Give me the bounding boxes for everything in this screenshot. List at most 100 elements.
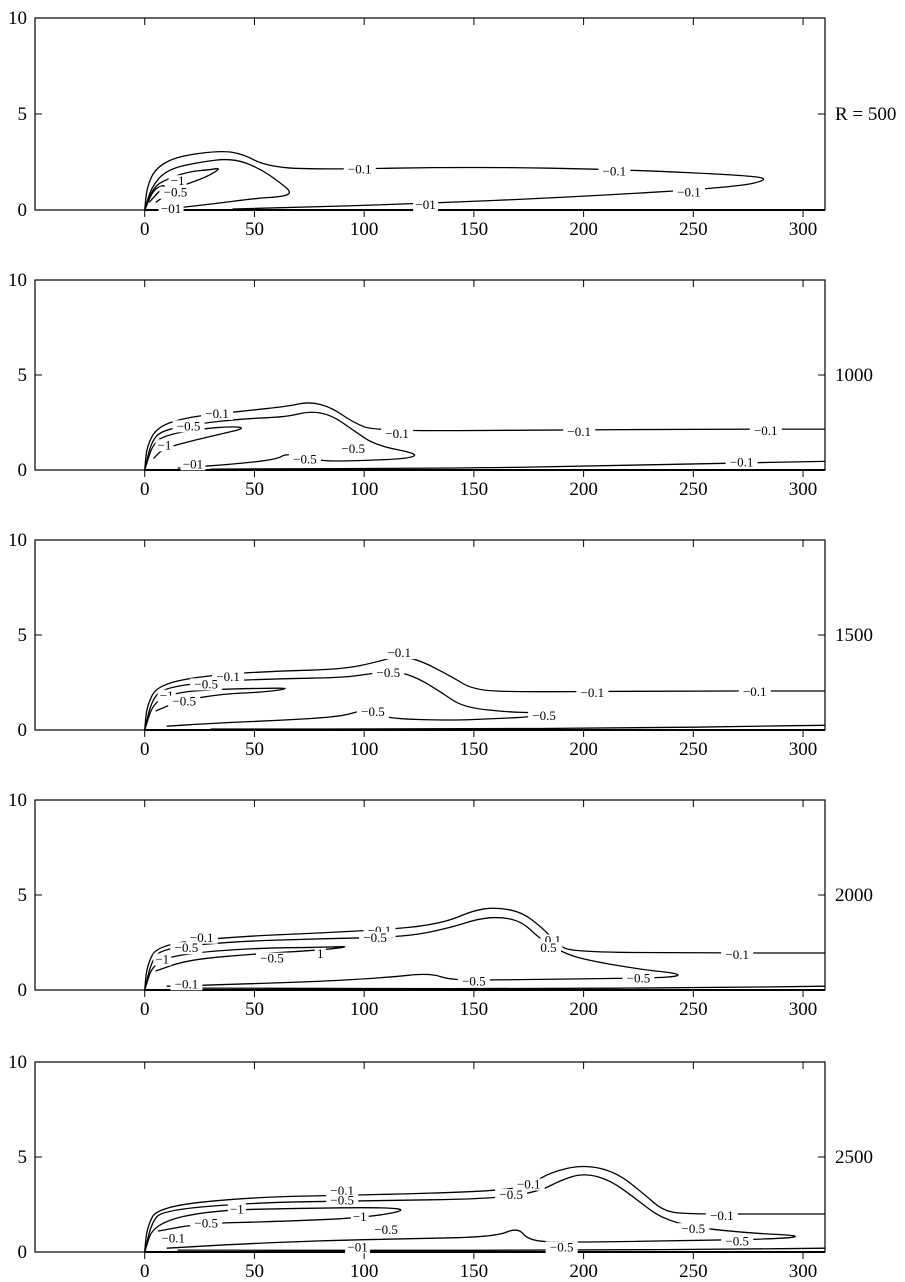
contour-level-label: −0.5 — [172, 694, 196, 709]
contour-panel: 0 50 100 150 200 250 300 0 5 10 R = 500 −0.1 −0.1 −0.… — [8, 8, 896, 240]
contour-line — [144, 402, 825, 470]
contour-level-label: −0.5 — [293, 452, 317, 467]
x-tick-label: 150 — [460, 999, 489, 1020]
contour-label-bg — [721, 948, 754, 961]
x-tick-label: 250 — [679, 219, 708, 240]
contour-line — [144, 1174, 796, 1252]
y-tick-label: 0 — [18, 720, 28, 741]
contour-label-bg — [314, 947, 326, 960]
contour-label-bg — [725, 456, 758, 469]
contour-level-label: −0.5 — [682, 1221, 706, 1236]
contour-level-label: −0.5 — [377, 665, 401, 680]
x-tick-label: 300 — [789, 999, 818, 1020]
contour-level-label: −0.5 — [462, 973, 486, 988]
reynolds-label: 1500 — [835, 625, 873, 646]
contour-panel: 0 50 100 150 200 250 300 0 5 10 1000 −0.1 −0.5 −1 −01 −… — [8, 270, 873, 500]
contour-level-label: −0.5 — [260, 951, 284, 966]
x-tick-label: 300 — [789, 739, 818, 760]
x-tick-label: 200 — [569, 739, 598, 760]
contour-level-label: −0.1 — [175, 976, 199, 991]
contour-level-label: −01 — [183, 456, 203, 471]
reynolds-label: R = 500 — [835, 104, 896, 125]
x-tick-label: 100 — [350, 999, 379, 1020]
contour-label-bg — [185, 931, 218, 944]
contour-level-label: −0.5 — [341, 441, 365, 456]
contour-label-bg — [326, 1185, 359, 1198]
contour-level-label: −0.5 — [194, 1216, 218, 1231]
contour-level-label: −0.5 — [532, 708, 556, 723]
contour-label-bg — [536, 942, 561, 955]
contour-level-label: −0.1 — [567, 424, 591, 439]
contour-level-label: −0.1 — [161, 1231, 185, 1246]
x-tick-label: 250 — [679, 1261, 708, 1282]
contour-level-label: −0.1 — [710, 1208, 734, 1223]
contour-line — [144, 907, 825, 990]
contour-label-bg — [170, 978, 203, 991]
contour-label-bg — [370, 1224, 403, 1237]
x-tick-label: 200 — [569, 479, 598, 500]
contour-label-bg — [359, 931, 392, 944]
contour-level-label: −0.5 — [330, 1193, 354, 1208]
contour-level-label: −0.1 — [730, 454, 754, 469]
y-tick-label: 0 — [18, 980, 28, 1001]
contour-level-label: −0.1 — [385, 426, 409, 441]
x-tick-label: 200 — [569, 1261, 598, 1282]
x-tick-label: 150 — [460, 1261, 489, 1282]
y-tick-label: 5 — [18, 625, 28, 646]
contour-level-label: −0.1 — [581, 685, 605, 700]
contour-level-label: −0.1 — [743, 684, 767, 699]
y-tick-label: 10 — [8, 790, 27, 811]
contour-label-bg — [337, 443, 370, 456]
contour-label-bg — [528, 709, 561, 722]
x-tick-label: 250 — [679, 999, 708, 1020]
y-tick-label: 5 — [18, 885, 28, 906]
contour-label-bg — [381, 427, 414, 440]
y-tick-label: 10 — [8, 270, 27, 291]
x-tick-label: 50 — [245, 219, 264, 240]
x-tick-label: 0 — [140, 479, 150, 500]
y-tick-label: 5 — [18, 365, 28, 386]
contour-level-label: −01 — [347, 1239, 367, 1254]
contour-level-label: −0.5 — [194, 676, 218, 691]
contour-panel: 0 50 100 150 200 250 30005101500−0.1−0.5−1−0.5… — [8, 530, 873, 760]
contour-label-bg — [190, 1217, 223, 1230]
x-tick-label: 100 — [350, 479, 379, 500]
contour-label-bg — [343, 163, 376, 176]
contour-line — [144, 916, 679, 990]
contour-label-bg — [563, 426, 596, 438]
contour-line — [144, 656, 825, 730]
contour-level-label: −0.5 — [725, 1234, 749, 1249]
x-tick-label: 150 — [460, 479, 489, 500]
x-tick-label: 300 — [789, 479, 818, 500]
contour-label-bg — [159, 186, 192, 199]
contour-label-bg — [672, 186, 705, 199]
contour-label-bg — [170, 942, 203, 955]
contour-level-label: −0.1 — [725, 947, 749, 962]
contour-label-bg — [495, 1189, 528, 1201]
contour-level-label: −0.5 — [374, 1222, 398, 1237]
contour-level-label: −0.1 — [754, 423, 778, 438]
plot-frame — [34, 17, 826, 211]
x-tick-label: 250 — [679, 479, 708, 500]
y-tick-label: 5 — [18, 1147, 28, 1168]
contour-level-label: −0.1 — [216, 669, 240, 684]
reynolds-label: 2500 — [835, 1147, 873, 1168]
x-tick-label: 150 — [460, 739, 489, 760]
x-tick-label: 250 — [679, 739, 708, 760]
contour-level-label: 1 — [317, 946, 324, 961]
contour-level-label: −0.1 — [517, 1177, 541, 1192]
contour-level-label: −0.1 — [330, 1183, 354, 1198]
contour-label-bg — [190, 678, 223, 691]
x-tick-label: 50 — [245, 1261, 264, 1282]
contour-label-bg — [227, 1203, 246, 1216]
contour-label-bg — [345, 1241, 371, 1254]
contour-label-bg — [598, 165, 631, 178]
contour-level-label: −0.5 — [177, 418, 201, 433]
y-tick-label: 10 — [8, 8, 27, 29]
contour-label-bg — [168, 695, 201, 708]
contour-level-label: −0.5 — [175, 940, 199, 955]
contour-line — [144, 426, 243, 470]
contour-level-label: −1 — [230, 1201, 244, 1216]
contour-label-bg — [172, 420, 205, 433]
